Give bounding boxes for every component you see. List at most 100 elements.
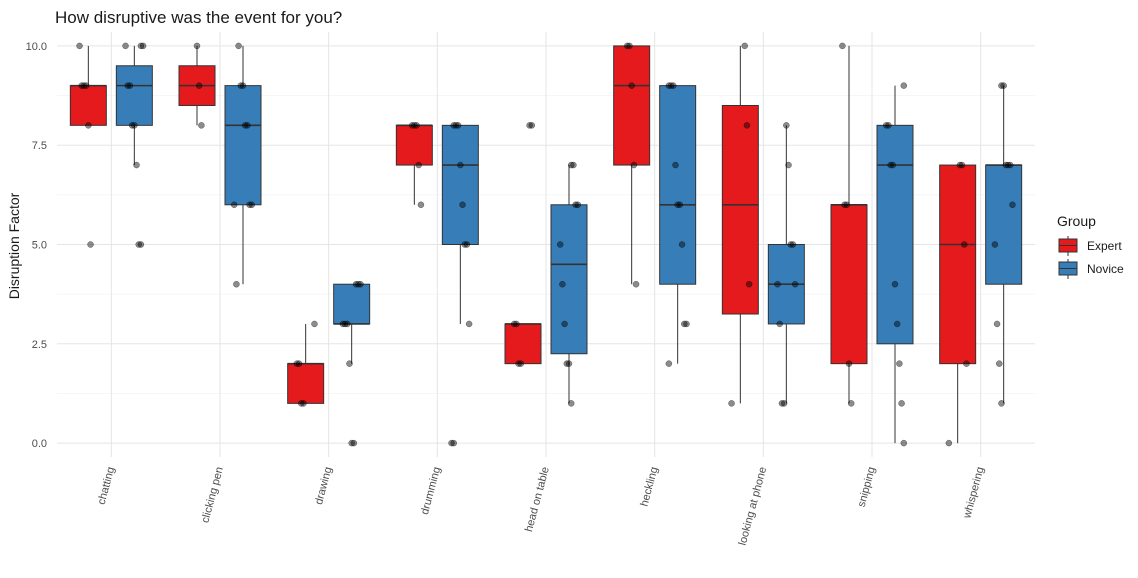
box-body — [333, 283, 371, 325]
data-points — [76, 42, 1016, 447]
y-axis-ticks: 0.0 2.5 5.0 7.5 10.0 — [26, 41, 47, 450]
box-body — [441, 124, 479, 245]
data-point — [678, 241, 686, 248]
data-point — [448, 439, 455, 447]
data-point — [993, 320, 1001, 328]
data-point — [572, 201, 579, 209]
box-novice — [659, 85, 697, 364]
data-point — [1004, 161, 1012, 169]
data-point — [133, 161, 140, 169]
y-tick-label: 0.0 — [32, 438, 47, 450]
data-point — [574, 201, 582, 209]
data-point — [847, 400, 855, 407]
data-point — [891, 280, 899, 288]
data-point — [741, 42, 748, 50]
data-point — [667, 82, 675, 89]
box-novice — [224, 45, 262, 285]
data-point — [131, 122, 138, 129]
grid — [57, 32, 1035, 457]
data-point — [298, 400, 305, 407]
data-point — [783, 122, 790, 129]
data-point — [235, 42, 242, 50]
data-point — [626, 42, 633, 50]
data-point — [126, 82, 134, 89]
box-body — [550, 204, 588, 355]
data-point — [845, 360, 853, 367]
x-category-label: whispering — [961, 466, 986, 521]
data-point — [357, 280, 364, 288]
box-novice — [441, 124, 479, 324]
y-tick-label: 7.5 — [32, 140, 47, 152]
y-tick-label: 2.5 — [32, 339, 47, 351]
data-point — [408, 122, 416, 129]
data-point — [896, 360, 903, 367]
data-point — [900, 82, 908, 89]
data-point — [789, 241, 797, 248]
data-point — [632, 280, 640, 288]
data-point — [459, 201, 466, 209]
data-point — [998, 82, 1005, 89]
data-point — [411, 122, 418, 129]
box-body — [613, 45, 651, 166]
data-point — [344, 320, 351, 328]
box-body — [224, 85, 262, 206]
data-point — [78, 82, 85, 89]
data-point — [293, 360, 301, 367]
box-novice — [985, 85, 1023, 404]
box-expert — [939, 164, 977, 444]
box-expert — [721, 45, 759, 404]
data-point — [457, 161, 464, 169]
data-point — [465, 320, 473, 328]
legend-item-novice: Novice — [1058, 259, 1124, 279]
data-point — [341, 320, 349, 328]
data-point — [743, 122, 751, 129]
x-category-label: looking at phone — [737, 466, 769, 547]
data-point — [778, 400, 786, 407]
data-point — [193, 42, 201, 50]
data-point — [350, 439, 358, 447]
x-category-label: drawing — [313, 466, 335, 506]
data-point — [230, 201, 238, 209]
box-body — [876, 124, 914, 345]
data-point — [82, 82, 90, 89]
data-point — [776, 320, 783, 328]
data-point — [900, 439, 908, 447]
data-point — [843, 201, 851, 209]
data-point — [683, 320, 690, 328]
box-novice — [876, 85, 914, 444]
data-point — [135, 241, 142, 248]
data-point — [945, 439, 953, 447]
data-point — [295, 360, 303, 367]
data-point — [122, 42, 129, 50]
x-axis-categories: chatting clicking pen drawing drumming head … — [96, 466, 987, 547]
x-category-label: heckling — [639, 466, 661, 508]
x-category-label: drumming — [419, 466, 443, 516]
data-point — [526, 122, 533, 129]
data-point — [355, 280, 362, 288]
data-point — [417, 201, 425, 209]
box-body — [115, 65, 153, 126]
data-point — [563, 360, 571, 367]
y-tick-label: 10.0 — [26, 41, 47, 53]
box-body — [721, 104, 759, 315]
data-point — [787, 241, 794, 248]
data-point — [137, 241, 145, 248]
data-point — [450, 122, 457, 129]
data-point — [567, 161, 575, 169]
data-point — [461, 241, 468, 248]
data-point — [791, 280, 799, 288]
data-point — [346, 360, 353, 367]
data-point — [898, 400, 905, 407]
data-point — [510, 320, 518, 328]
data-point — [681, 320, 688, 328]
box-body — [659, 85, 697, 285]
x-category-label: snipping — [856, 466, 878, 509]
data-point — [567, 400, 575, 407]
data-point — [670, 82, 677, 89]
data-point — [665, 82, 673, 89]
data-point — [745, 280, 753, 288]
data-point — [887, 161, 894, 169]
legend-item-expert: Expert — [1058, 236, 1122, 256]
data-point — [137, 42, 145, 50]
data-point — [528, 122, 536, 129]
